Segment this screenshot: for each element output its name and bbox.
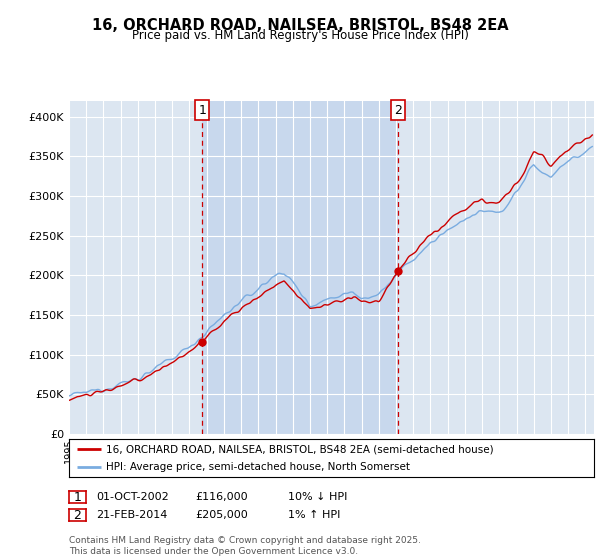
Text: 16, ORCHARD ROAD, NAILSEA, BRISTOL, BS48 2EA: 16, ORCHARD ROAD, NAILSEA, BRISTOL, BS48… xyxy=(92,18,508,33)
Text: 1% ↑ HPI: 1% ↑ HPI xyxy=(288,510,340,520)
Text: 01-OCT-2002: 01-OCT-2002 xyxy=(96,492,169,502)
Text: 16, ORCHARD ROAD, NAILSEA, BRISTOL, BS48 2EA (semi-detached house): 16, ORCHARD ROAD, NAILSEA, BRISTOL, BS48… xyxy=(106,444,493,454)
Text: £205,000: £205,000 xyxy=(195,510,248,520)
Text: 21-FEB-2014: 21-FEB-2014 xyxy=(96,510,167,520)
Text: Contains HM Land Registry data © Crown copyright and database right 2025.
This d: Contains HM Land Registry data © Crown c… xyxy=(69,536,421,556)
Text: 10% ↓ HPI: 10% ↓ HPI xyxy=(288,492,347,502)
Text: Price paid vs. HM Land Registry's House Price Index (HPI): Price paid vs. HM Land Registry's House … xyxy=(131,29,469,42)
Text: 2: 2 xyxy=(394,104,402,116)
Text: HPI: Average price, semi-detached house, North Somerset: HPI: Average price, semi-detached house,… xyxy=(106,462,410,472)
Text: 1: 1 xyxy=(199,104,206,116)
Bar xyxy=(202,101,398,434)
Text: 2: 2 xyxy=(73,508,82,522)
Text: 1: 1 xyxy=(73,491,82,504)
Text: £116,000: £116,000 xyxy=(195,492,248,502)
